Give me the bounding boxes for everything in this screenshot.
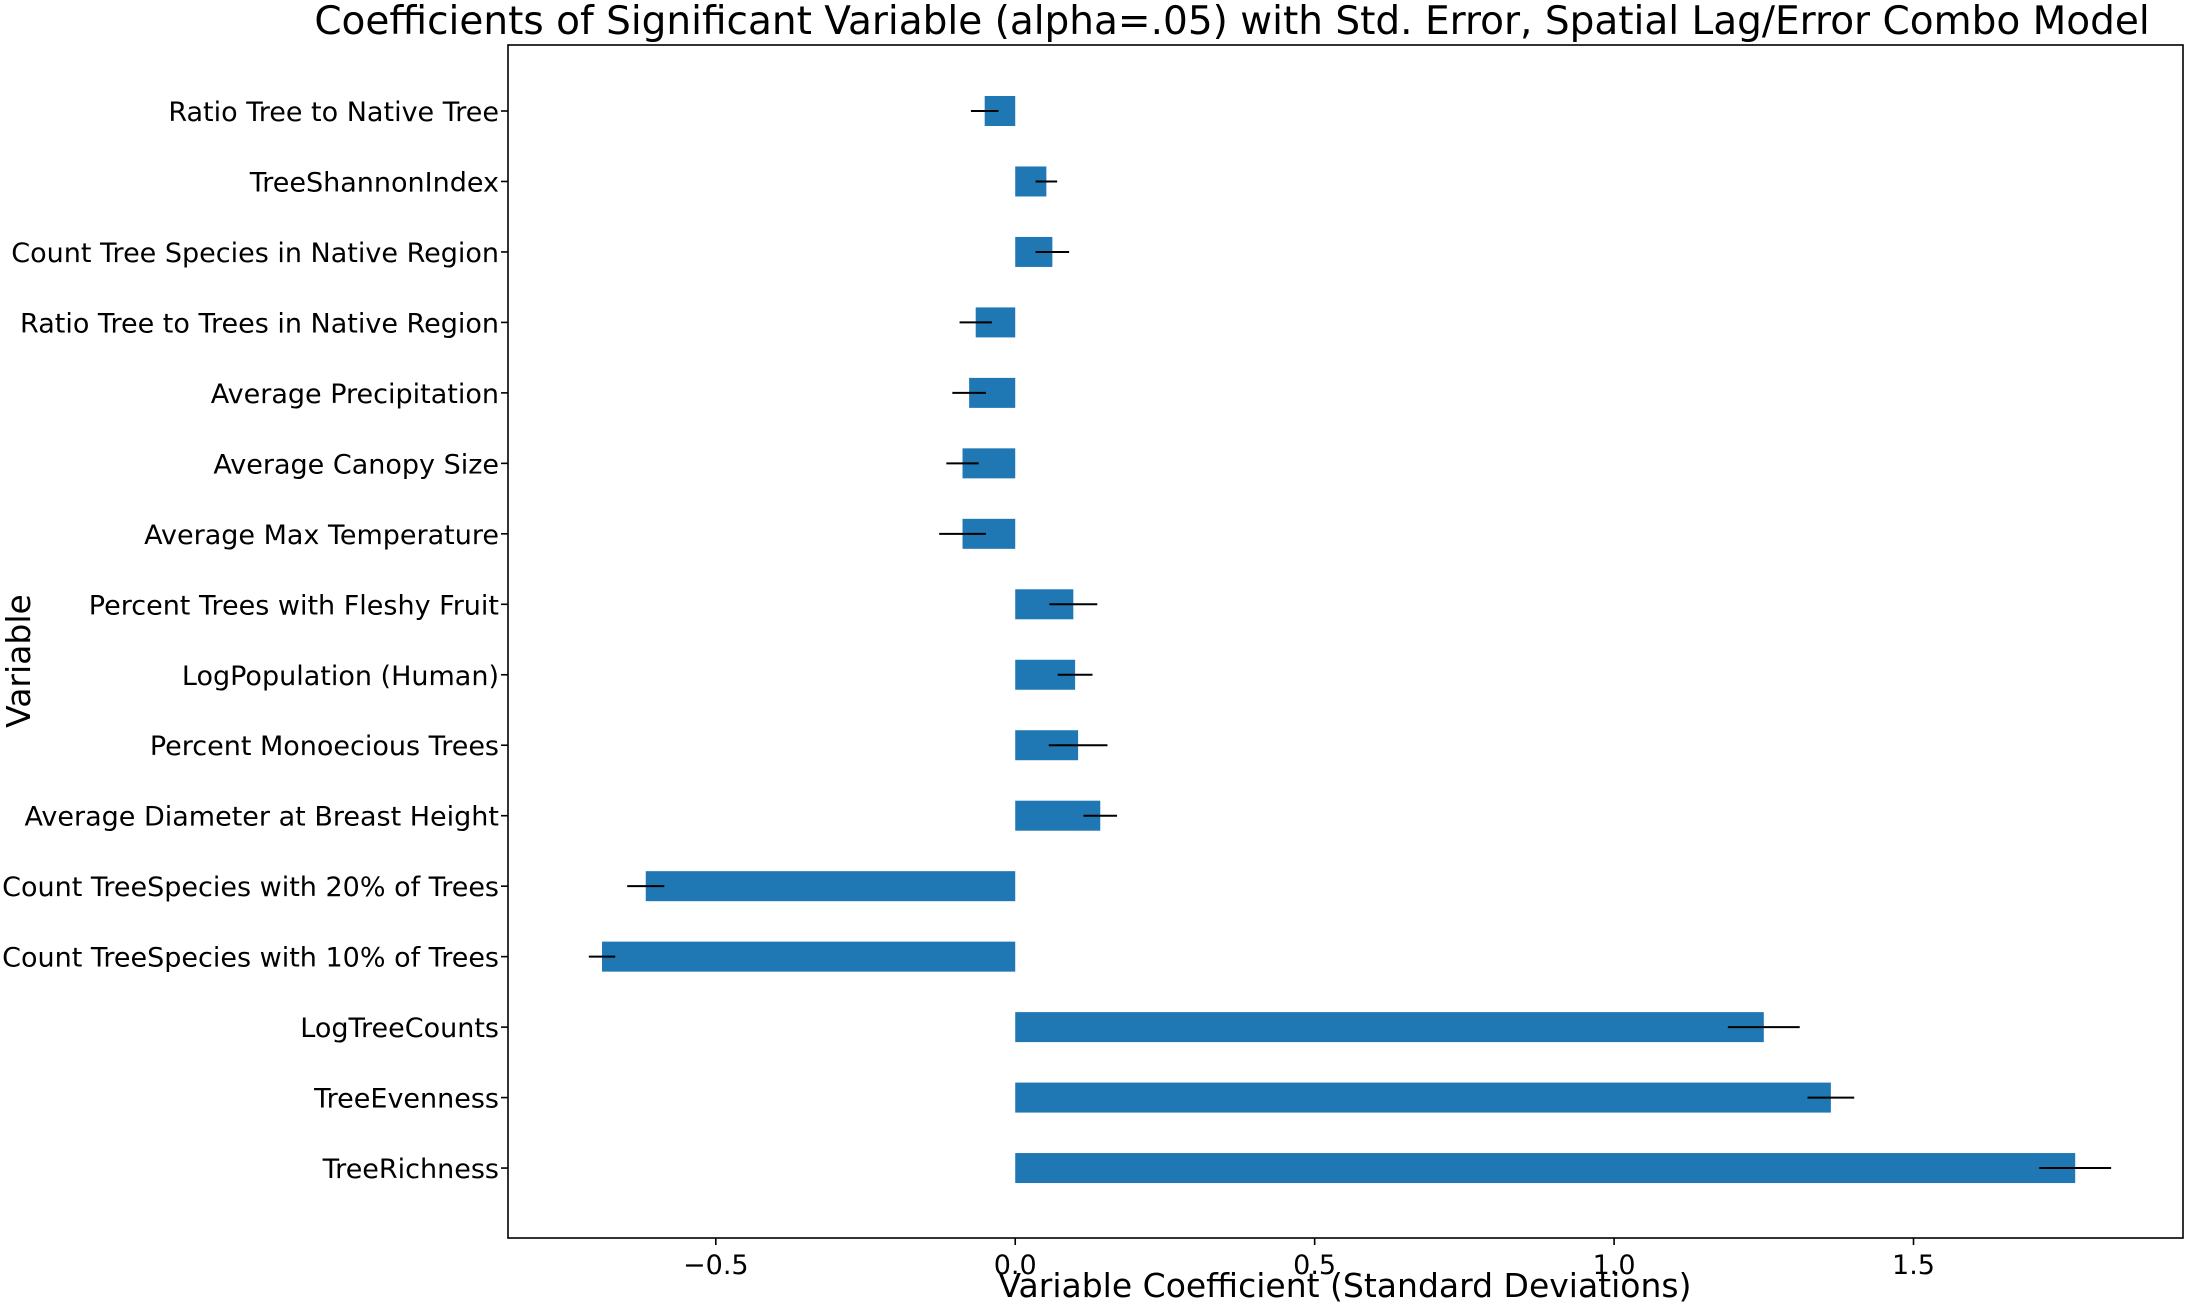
y-tick-label: Average Max Temperature: [144, 520, 499, 551]
x-axis: −0.5 0.0 0.5 1.0 1.5: [683, 1238, 1935, 1281]
y-tick-label: TreeRichness: [322, 1154, 499, 1185]
bar: [1015, 1082, 1831, 1113]
x-tick-label: 1.0: [1593, 1250, 1636, 1281]
y-tick-label: Average Canopy Size: [213, 449, 499, 480]
y-tick-label: Average Diameter at Breast Height: [25, 802, 499, 833]
bar: [1015, 1153, 2076, 1184]
bar: [602, 941, 1016, 972]
x-axis-label: Variable Coefficient (Standard Deviation…: [999, 1266, 1692, 1305]
y-tick-label: LogPopulation (Human): [182, 661, 499, 692]
y-tick-label: Average Precipitation: [211, 379, 499, 410]
y-tick-label: Count TreeSpecies with 10% of Trees: [2, 943, 499, 974]
y-tick-label: Count TreeSpecies with 20% of Trees: [2, 872, 499, 903]
y-tick-label: Ratio Tree to Trees in Native Region: [20, 308, 499, 339]
y-tick-label: Ratio Tree to Native Tree: [168, 97, 499, 128]
x-tick-label: 1.5: [1892, 1250, 1935, 1281]
chart-title: Coefficients of Significant Variable (al…: [314, 0, 2149, 44]
y-tick-label: Count Tree Species in Native Region: [11, 238, 499, 269]
x-tick-label: 0.0: [994, 1250, 1037, 1281]
x-tick-label: 0.5: [1293, 1250, 1336, 1281]
y-axis: Ratio Tree to Native Tree TreeShannonInde…: [2, 97, 508, 1185]
y-tick-label: LogTreeCounts: [300, 1013, 499, 1044]
y-axis-label: Variable: [0, 594, 38, 728]
y-tick-label: TreeEvenness: [313, 1084, 499, 1115]
error-bars-group: [588, 110, 2112, 1170]
y-tick-label: Percent Monoecious Trees: [150, 731, 499, 762]
y-tick-label: TreeShannonIndex: [249, 167, 499, 198]
bar: [645, 871, 1016, 902]
plot-frame: [507, 44, 2184, 1239]
x-tick-label: −0.5: [683, 1250, 749, 1281]
y-tick-label: Percent Trees with Fleshy Fruit: [89, 590, 499, 621]
bars-group: [602, 96, 2076, 1184]
bar: [1015, 1012, 1764, 1043]
